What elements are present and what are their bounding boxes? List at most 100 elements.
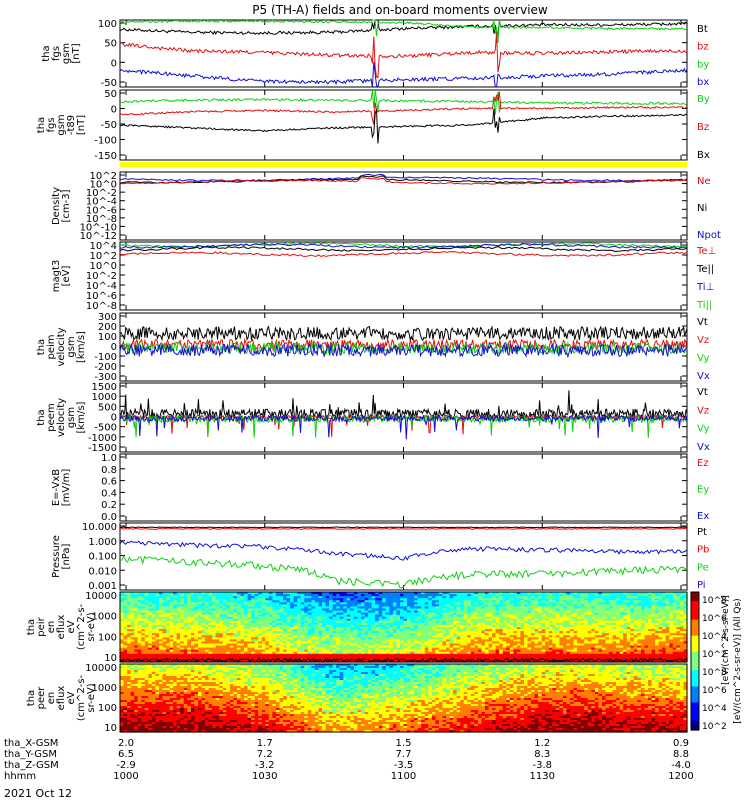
legend-Ti⊥: Ti⊥ — [696, 282, 714, 293]
y-axis-label: fgs — [51, 46, 62, 61]
y-tick-label: 200 — [98, 322, 117, 333]
y-axis-label: gsm — [66, 407, 77, 428]
y-tick-label: 10^0 — [90, 180, 117, 191]
x-tick-label: 1200 — [668, 771, 693, 782]
velocity-line — [119, 337, 688, 352]
panel-density: 10^210^010^-210^-410^-610^-810^-1010^-12… — [51, 171, 721, 242]
legend-Vt: Vt — [697, 317, 708, 328]
velocity-line — [119, 413, 688, 440]
y-axis-label: sr-eV) — [86, 612, 97, 641]
y-tick-label: 0.8 — [101, 465, 117, 476]
legend-Te||: Te|| — [696, 264, 714, 275]
y-axis-label: magt3 — [51, 260, 62, 293]
x-axis-labels: tha_X-GSM 2.0 1.7 1.5 1.2 0.9 tha_Y-GSM 6.5 7.2 7… — [4, 738, 694, 782]
y-axis-label: Density — [51, 187, 62, 225]
legend-Vx: Vx — [697, 442, 710, 453]
y-axis-label: eflux — [56, 615, 67, 640]
panel-frame — [119, 453, 688, 522]
y-axis-label: tha — [26, 690, 37, 706]
pressure-Pe — [119, 554, 688, 589]
y-tick-label: 10^-2 — [86, 271, 117, 282]
spectrogram-frame — [119, 663, 688, 733]
plot-date: 2021 Oct 12 — [4, 787, 72, 800]
y-tick-label: -300 — [94, 372, 117, 383]
y-axis-label: [km/s] — [76, 331, 87, 363]
x-tick-label: 1000 — [113, 771, 138, 782]
pressure-Pt — [119, 526, 688, 529]
y-tick-label: 1.0 — [101, 453, 117, 464]
y-axis-label: tha — [36, 339, 47, 355]
legend-Pb: Pb — [697, 545, 709, 556]
y-tick-label: 100 — [98, 19, 117, 30]
panel-frame — [119, 89, 688, 161]
x-tick-label: -3.5 — [394, 760, 414, 771]
temperature-line — [119, 242, 688, 249]
legend-bz: bz — [697, 42, 709, 53]
panel-efield: 1.00.80.60.40.20.0 E=-VxB [mV/m] Ez Ey Ex — [51, 453, 709, 523]
y-tick-label: -1500 — [88, 443, 117, 454]
y-axis-label: tha — [41, 45, 52, 61]
y-axis-label: peer — [36, 686, 47, 710]
legend-Ez: Ez — [697, 458, 709, 469]
y-tick-label: 0 — [111, 413, 117, 424]
y-axis-label: gsm — [61, 43, 72, 64]
x-tick-label: -2.9 — [116, 760, 136, 771]
colorbar-tick-label: 10^4 — [702, 632, 727, 642]
y-tick-label: 10000 — [85, 663, 117, 674]
y-axis-label: gsm — [56, 114, 67, 135]
velocity-line — [119, 390, 688, 421]
legend-Bx: Bx — [697, 150, 710, 161]
x-tick-label: 1.5 — [396, 738, 412, 749]
legend-Bt: Bt — [697, 24, 708, 35]
x-tick-label: 1130 — [530, 771, 555, 782]
y-tick-label: 10^2 — [90, 251, 117, 262]
x-tick-label: 1030 — [252, 771, 277, 782]
y-tick-label: 0.100 — [88, 552, 117, 563]
series-By — [119, 89, 688, 115]
colorbar-tick-label: 10^8 — [702, 596, 727, 606]
y-tick-label: 10^-12 — [80, 231, 117, 242]
y-tick-label: 1500 — [92, 382, 117, 393]
y-tick-label: -100 — [94, 352, 117, 363]
y-axis-label: en — [46, 692, 57, 705]
y-tick-label: -100 — [94, 136, 117, 147]
y-tick-label: 1000 — [92, 392, 117, 403]
y-tick-label: 10^-2 — [86, 188, 117, 199]
y-tick-label: -50 — [101, 120, 117, 131]
panel-frame — [119, 241, 688, 311]
colorbar-tick-label: 10^2 — [702, 722, 727, 732]
legend-Vt: Vt — [697, 387, 708, 398]
spectrogram-band — [119, 657, 688, 663]
legend-Pe: Pe — [697, 562, 709, 573]
legend-Ti||: Ti|| — [696, 300, 712, 311]
y-axis-label: peem — [46, 403, 57, 431]
x-tick-label: 0.9 — [673, 738, 689, 749]
y-tick-label: 100 — [98, 332, 117, 343]
x-tick-label: 8.3 — [534, 749, 550, 760]
legend-Vy: Vy — [697, 353, 710, 364]
y-axis-label: velocity — [56, 327, 67, 366]
y-axis-label: tha — [36, 409, 47, 425]
y-tick-label: 10^2 — [90, 171, 117, 182]
y-axis-label: [cm-3] — [61, 189, 72, 222]
pressure-Pb — [119, 527, 688, 530]
y-tick-label: 1.000 — [88, 537, 117, 548]
y-tick-label: 300 — [98, 312, 117, 323]
y-tick-label: 0.4 — [101, 488, 117, 499]
y-tick-label: 50 — [104, 39, 117, 50]
y-tick-label: -500 — [94, 423, 117, 434]
y-axis-label: [nT] — [71, 43, 82, 63]
y-tick-label: 1000 — [92, 612, 117, 623]
temperature-line — [119, 246, 688, 252]
y-axis-label: Pressure — [51, 535, 62, 578]
legend-Ni: Ni — [697, 203, 707, 214]
y-tick-label: 10^-4 — [86, 197, 117, 208]
spectrogram-frame — [119, 591, 688, 663]
y-tick-label: 10000 — [85, 591, 117, 602]
x-tick-label: 7.2 — [257, 749, 273, 760]
legend-Vz: Vz — [697, 335, 709, 346]
legend-Bz: Bz — [697, 122, 709, 133]
y-axis-label: E=-VxB — [51, 469, 62, 506]
x-tick-label: 1.2 — [534, 738, 550, 749]
colorbar-frame — [690, 591, 700, 731]
